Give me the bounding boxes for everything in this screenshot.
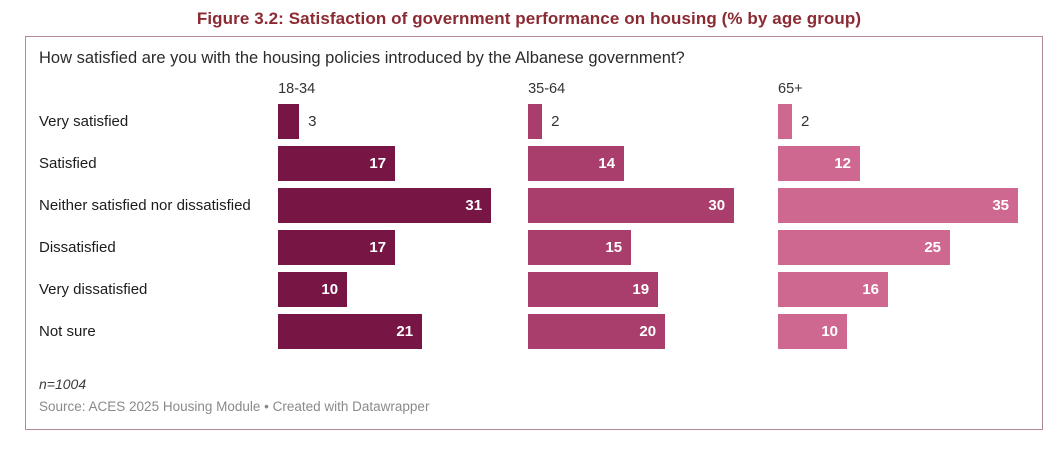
source-line: Source: ACES 2025 Housing Module • Creat… (39, 399, 430, 414)
row-label: Neither satisfied nor dissatisfied (39, 197, 251, 214)
bar: 31 (278, 188, 492, 223)
bar-value: 2 (801, 113, 810, 130)
bar-cell: 16 (778, 272, 1028, 307)
bar-value: 12 (834, 155, 852, 172)
bar-value: 17 (369, 155, 387, 172)
bar-value: 15 (605, 239, 623, 256)
bar: 20 (528, 314, 666, 349)
chart-row: Dissatisfied 17 15 25 (39, 230, 1028, 265)
bar-cell: 35 (778, 188, 1028, 223)
bar-cell: 2 (528, 104, 778, 139)
bar: 35 (778, 188, 1019, 223)
bar-value: 30 (708, 197, 726, 214)
bar-cell: 17 (278, 230, 528, 265)
bar-cell: 12 (778, 146, 1028, 181)
bar: 17 (278, 146, 396, 181)
bar-value: 2 (551, 113, 560, 130)
bar-cell: 3 (278, 104, 528, 139)
bar-value: 14 (598, 155, 616, 172)
chart-row: Satisfied 17 14 12 (39, 146, 1028, 181)
bar-value: 31 (465, 197, 483, 214)
chart-row: Very dissatisfied 10 19 16 (39, 272, 1028, 307)
group-header-35-64: 35-64 (528, 81, 566, 97)
row-label: Satisfied (39, 155, 97, 172)
bar-cell: 30 (528, 188, 778, 223)
bar: 17 (278, 230, 396, 265)
bar-value: 10 (321, 281, 339, 298)
group-header-65-: 65+ (778, 81, 803, 97)
group-header-18-34: 18-34 (278, 81, 316, 97)
bar-cell: 2 (778, 104, 1028, 139)
chart-row: Neither satisfied nor dissatisfied 31 30 35 (39, 188, 1028, 223)
chart-panel: How satisfied are you with the housing p… (25, 36, 1043, 430)
bar: 25 (778, 230, 951, 265)
figure-title: Figure 3.2: Satisfaction of government p… (196, 9, 862, 28)
bar-cell: 14 (528, 146, 778, 181)
bar: 12 (778, 146, 861, 181)
bar: 14 (528, 146, 625, 181)
bar-cell: 19 (528, 272, 778, 307)
chart-rows: Very satisfied 3 2 2 Satisfied 17 14 12 Neither … (39, 104, 1028, 349)
bar-value: 17 (369, 239, 387, 256)
bar-value: 19 (632, 281, 650, 298)
bar-cell: 31 (278, 188, 528, 223)
bar-value: 3 (308, 113, 317, 130)
chart-question: How satisfied are you with the housing p… (39, 49, 685, 67)
row-label: Very satisfied (39, 113, 129, 130)
bar-value: 35 (992, 197, 1010, 214)
row-label: Not sure (39, 323, 96, 340)
chart-header: 18-34 35-64 65+ (39, 81, 1028, 97)
bar (778, 104, 793, 139)
chart-row: Very satisfied 3 2 2 (39, 104, 1028, 139)
bar-cell: 20 (528, 314, 778, 349)
bar: 21 (278, 314, 423, 349)
bar-value: 20 (639, 323, 657, 340)
bar-value: 16 (862, 281, 880, 298)
sample-size-note: n=1004 (39, 376, 87, 392)
bar: 15 (528, 230, 632, 265)
row-label: Dissatisfied (39, 239, 116, 256)
bar (528, 104, 543, 139)
bar-cell: 10 (278, 272, 528, 307)
bar-cell: 21 (278, 314, 528, 349)
bar: 19 (528, 272, 659, 307)
row-label: Very dissatisfied (39, 281, 148, 298)
bar (278, 104, 300, 139)
bar-value: 25 (924, 239, 942, 256)
bar-value: 10 (821, 323, 839, 340)
bar-cell: 17 (278, 146, 528, 181)
chart-row: Not sure 21 20 10 (39, 314, 1028, 349)
bar: 30 (528, 188, 735, 223)
bar-cell: 15 (528, 230, 778, 265)
bar: 16 (778, 272, 889, 307)
bar-cell: 25 (778, 230, 1028, 265)
bar-value: 21 (396, 323, 414, 340)
bar: 10 (778, 314, 848, 349)
bar-cell: 10 (778, 314, 1028, 349)
header-spacer (39, 81, 278, 97)
bar: 10 (278, 272, 348, 307)
